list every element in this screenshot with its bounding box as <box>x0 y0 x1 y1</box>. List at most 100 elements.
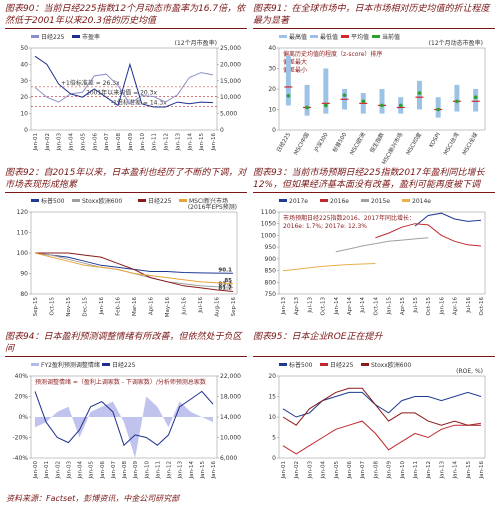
legend-label: Stoxx欧洲600 <box>82 197 122 205</box>
line <box>335 237 429 253</box>
y-tick-label: 10 <box>20 111 28 118</box>
y-tick-label: -20% <box>12 435 28 442</box>
chart: 0 10 20 30 40 50 0 5,000 10,000 15,000 20,000 25,00… <box>20 33 241 152</box>
line <box>282 420 482 455</box>
legend-swatch <box>320 199 328 202</box>
annotation: 市场预期日经225指数2016、2017年同比增长： <box>283 214 415 222</box>
x-tick-label: Jan-16 <box>99 297 105 316</box>
range-bar <box>473 89 479 112</box>
y2-axis-label: (12个月市盈率) <box>175 39 217 47</box>
legend-swatch <box>402 199 410 202</box>
chart-panel: 图表94：日本盈利预测调整情绪有所改善，但依然处于负区间 -40% -20% 0% 20… <box>5 331 247 491</box>
x-tick-label: Jan-09 <box>387 461 393 480</box>
x-tick-label: Jan-10 <box>140 133 146 152</box>
y2-tick-label: 6,000 <box>220 455 237 462</box>
x-tick-label: Jan-07 <box>360 461 366 480</box>
current-mark <box>417 91 422 95</box>
y-tick-label: 1000 <box>261 232 276 239</box>
legend-swatch <box>372 35 380 38</box>
legend-label: 日经225 <box>41 33 65 41</box>
line <box>34 252 234 285</box>
y-tick-label: 10 <box>268 414 276 421</box>
x-tick-label: Jan-07 <box>104 133 110 152</box>
x-tick-label: 日经225 <box>274 131 292 154</box>
x-tick-label: Nov-15 <box>66 297 72 317</box>
chart: 0 5 10 15 20 (ROE, %) 标普500 日经225 Stoxx欧洲600 Jan-… <box>268 361 486 480</box>
x-tick-label: Jan-05 <box>334 461 340 480</box>
y2-tick-label: 25,000 <box>220 45 241 52</box>
annotation: 2016e: 1.7%; 2017e: 12.3% <box>283 223 367 230</box>
y-tick-label: 1100 <box>261 209 276 216</box>
legend-label: 标普500 <box>289 361 313 369</box>
range-bar <box>379 89 385 114</box>
legend-label: 日经225 <box>112 361 136 369</box>
x-tick-label: Jan-09 <box>128 133 134 152</box>
y-tick-label: 110 <box>17 230 29 237</box>
x-tick-label: Jan-03 <box>307 461 313 480</box>
y2-tick-label: 10,000 <box>220 94 241 101</box>
current-mark <box>305 105 309 110</box>
x-tick-label: Jan-11 <box>155 461 161 479</box>
x-tick-label: Jan-08 <box>373 461 379 480</box>
legend-swatch <box>341 35 349 38</box>
line <box>34 55 214 108</box>
x-tick-label: Jan-02 <box>294 461 300 479</box>
x-tick-label: Jun-16 <box>182 297 188 316</box>
y2-tick-label: 0 <box>220 127 224 134</box>
current-mark <box>286 93 291 98</box>
y2-tick-label: 20,000 <box>220 61 241 68</box>
chart-title: 图表90：当前日经225指数12个月动态市盈率为16.7倍，依然低于2001年以… <box>5 3 247 29</box>
chart-title: 图表94：日本盈利预测调整情绪有所改善，但依然处于负区间 <box>5 331 247 357</box>
range-bar <box>285 56 291 106</box>
end-label: 90.1 <box>218 267 232 273</box>
legend-swatch <box>279 199 287 202</box>
y-tick-label: 750 <box>265 291 277 298</box>
y2-axis-label: (2016年EPS预测) <box>188 203 237 211</box>
legend-swatch <box>31 363 39 366</box>
x-tick-label: Jan-14 <box>189 461 195 480</box>
y-tick-label: 0 <box>24 127 28 134</box>
y-axis-label: (12个月动态市盈率) <box>429 39 483 47</box>
legend-label: 标普500 <box>41 197 65 205</box>
legend-label: 2017e <box>289 198 308 205</box>
chart-panel: 图表92：自2015年以来，日本盈利也经历了不断的下调，对市场表现形成拖累 80 9… <box>5 167 247 327</box>
y-tick-label: 800 <box>265 279 277 286</box>
legend-label: FY2盈利预测调整情绪 <box>41 361 100 369</box>
y-tick-label: 900 <box>265 256 277 263</box>
legend-label: Stoxx欧洲600 <box>371 361 411 369</box>
x-tick-label: Jan-14 <box>453 461 459 480</box>
y-tick-label: 40 <box>20 61 28 68</box>
y-tick-label: 40 <box>268 45 276 52</box>
legend-swatch <box>320 363 328 366</box>
x-tick-label: Jul-15 <box>413 297 419 314</box>
line <box>282 263 376 272</box>
x-tick-label: Jan-08 <box>122 461 128 480</box>
current-mark <box>398 103 403 108</box>
y-axis-label: (ROE, %) <box>456 368 483 375</box>
x-tick-label: Oct-15 <box>426 297 432 316</box>
y-tick-label: 850 <box>265 268 277 275</box>
x-tick-label: Jan-13 <box>175 133 181 152</box>
y2-tick-label: 15,000 <box>220 78 241 85</box>
y-tick-label: 0% <box>18 414 28 421</box>
x-tick-label: Jan-02 <box>45 133 51 151</box>
x-tick-label: Jan-01 <box>33 133 39 151</box>
x-tick-label: Jan-14 <box>334 297 340 316</box>
x-tick-label: MSCI欧洲 <box>348 131 368 157</box>
current-mark <box>436 107 440 112</box>
legend-label: 日经225 <box>148 197 172 205</box>
x-tick-label: Oct-14 <box>373 297 379 316</box>
legend-swatch <box>361 363 369 366</box>
x-tick-label: Jan-04 <box>78 461 84 480</box>
x-tick-label: Jan-15 <box>466 461 472 480</box>
line <box>34 390 214 447</box>
x-tick-label: Jan-03 <box>57 133 63 152</box>
x-tick-label: Jan-10 <box>144 461 150 480</box>
x-tick-label: Apr-16 <box>149 297 155 316</box>
x-tick-label: Apr-13 <box>294 297 300 316</box>
legend-label: 2015e <box>371 198 390 205</box>
x-tick-label: MSCI台湾 <box>441 131 461 157</box>
y-tick-label: -40% <box>12 455 28 462</box>
y-tick-label: 80 <box>20 291 28 298</box>
